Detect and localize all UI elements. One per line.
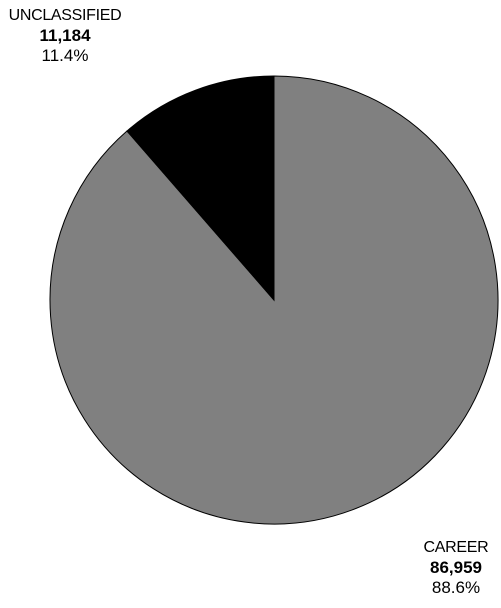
- slice-percent-unclassified: 11.4%: [41, 45, 89, 65]
- slice-percent-career: 88.6%: [431, 577, 481, 597]
- slice-label-unclassified: UNCLASSIFIED 11,184 11.4%: [0, 7, 130, 66]
- slice-value-career: 86,959: [430, 557, 482, 577]
- pie-slice-unclassified: [126, 75, 275, 302]
- slice-value-unclassified: 11,184: [39, 25, 91, 45]
- slice-name-career: CAREER: [423, 539, 489, 556]
- slice-label-career: CAREER 86,959 88.6%: [416, 539, 496, 598]
- pie-slices: [49, 75, 499, 525]
- slice-name-unclassified: UNCLASSIFIED: [8, 7, 122, 24]
